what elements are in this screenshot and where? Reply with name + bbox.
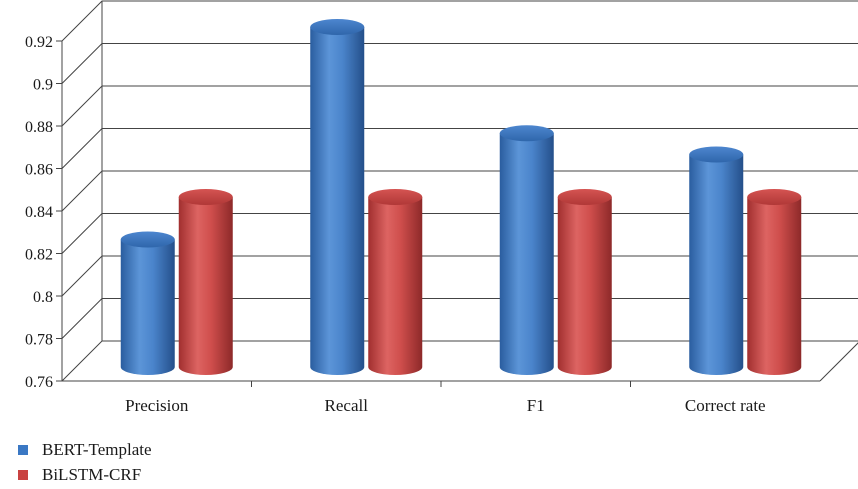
- legend-item-bilstm-crf: BiLSTM-CRF: [18, 462, 152, 487]
- legend: BERT-Template BiLSTM-CRF: [18, 437, 152, 487]
- y-tick-label: 0.9: [33, 77, 53, 94]
- bar-bert-template: [499, 125, 554, 375]
- legend-label: BERT-Template: [42, 439, 152, 459]
- x-category-label: Precision: [125, 396, 189, 415]
- y-tick-label: 0.86: [25, 162, 53, 179]
- floor-edge: [819, 342, 858, 382]
- x-category-label: F1: [527, 396, 545, 415]
- legend-swatch-red: [18, 469, 28, 480]
- legend-swatch-blue: [18, 444, 28, 455]
- legend-item-bert-template: BERT-Template: [18, 437, 152, 462]
- y-tick-label: 0.8: [33, 289, 53, 306]
- bar-bilstm-crf: [557, 189, 612, 375]
- y-tick-label: 0.76: [25, 374, 53, 391]
- y-tick-label: 0.92: [25, 34, 53, 51]
- axis-labels: 0.76 0.78 0.8 0.82 0.84 0.86 0.88 0.9 0.92 Precis…: [25, 34, 766, 415]
- y-tick-label: 0.82: [25, 247, 53, 264]
- x-category-label: Recall: [325, 396, 369, 415]
- bar-bilstm-crf: [368, 189, 423, 375]
- x-category-label: Correct rate: [685, 396, 766, 415]
- gridline: [61, 85, 858, 127]
- y-tick-label: 0.88: [25, 119, 53, 136]
- legend-label: BiLSTM-CRF: [42, 464, 142, 484]
- bar-bilstm-crf: [747, 189, 802, 375]
- axes: [56, 1, 858, 387]
- bar-bert-template: [310, 19, 365, 375]
- gridline: [61, 0, 858, 42]
- y-tick-label: 0.84: [25, 204, 53, 221]
- gridline: [61, 43, 858, 84]
- bar-bert-template: [120, 231, 175, 375]
- bar-bilstm-crf: [178, 189, 233, 375]
- y-tick-label: 0.78: [25, 332, 53, 349]
- bars: [120, 19, 802, 375]
- bar-bert-template: [689, 146, 744, 375]
